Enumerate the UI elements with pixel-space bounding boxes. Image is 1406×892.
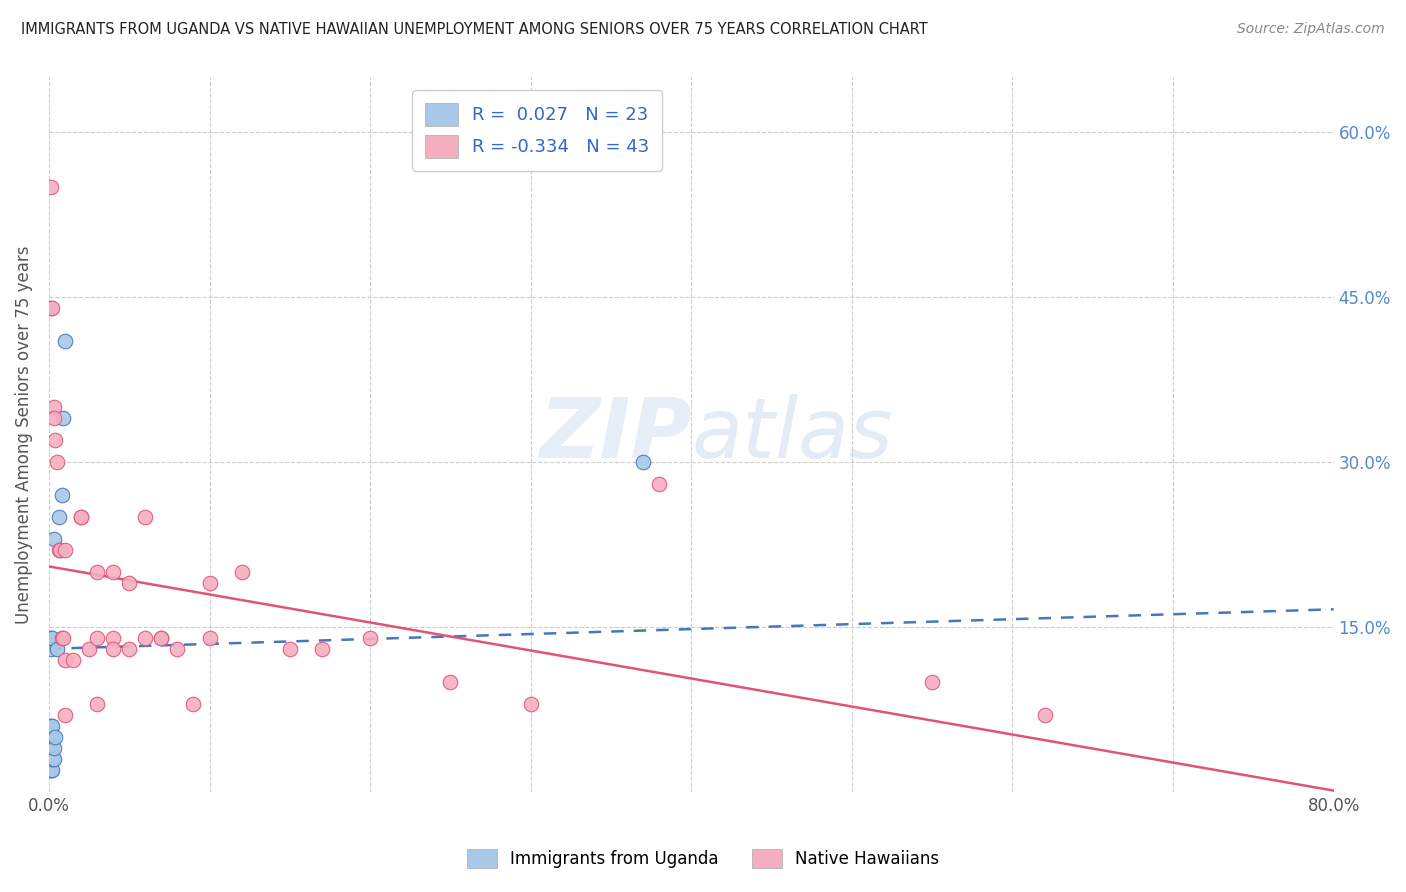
Point	[51, 631, 73, 645]
Point	[278, 641, 301, 656]
Text: ZIP: ZIP	[538, 394, 692, 475]
Point	[48, 510, 70, 524]
Point	[519, 697, 541, 711]
Point	[39, 631, 62, 645]
Point	[198, 631, 221, 645]
Point	[86, 631, 108, 645]
Point	[198, 575, 221, 590]
Point	[134, 510, 156, 524]
Point	[53, 334, 76, 348]
Legend: Immigrants from Uganda, Native Hawaiians: Immigrants from Uganda, Native Hawaiians	[460, 842, 946, 875]
Point	[103, 565, 125, 579]
Point	[41, 730, 63, 744]
Point	[183, 697, 205, 711]
Point	[41, 719, 63, 733]
Point	[231, 565, 253, 579]
Point	[48, 543, 70, 558]
Point	[439, 674, 461, 689]
Point	[166, 641, 188, 656]
Point	[39, 180, 62, 194]
Point	[41, 763, 63, 777]
Point	[42, 532, 65, 546]
Point	[1033, 707, 1056, 722]
Point	[311, 641, 333, 656]
Point	[53, 707, 76, 722]
Point	[134, 631, 156, 645]
Point	[86, 565, 108, 579]
Legend: R =  0.027   N = 23, R = -0.334   N = 43: R = 0.027 N = 23, R = -0.334 N = 43	[412, 90, 662, 170]
Point	[44, 433, 66, 447]
Point	[39, 763, 62, 777]
Point	[631, 455, 654, 469]
Point	[359, 631, 381, 645]
Point	[52, 411, 75, 425]
Point	[44, 730, 66, 744]
Point	[150, 631, 173, 645]
Point	[53, 653, 76, 667]
Point	[42, 740, 65, 755]
Point	[648, 477, 671, 491]
Point	[921, 674, 943, 689]
Point	[41, 631, 63, 645]
Point	[86, 697, 108, 711]
Point	[62, 653, 84, 667]
Point	[42, 400, 65, 414]
Point	[150, 631, 173, 645]
Point	[39, 763, 62, 777]
Point	[39, 719, 62, 733]
Point	[118, 641, 141, 656]
Point	[46, 455, 69, 469]
Point	[46, 641, 69, 656]
Point	[52, 631, 75, 645]
Point	[53, 543, 76, 558]
Point	[70, 510, 93, 524]
Text: atlas: atlas	[692, 394, 893, 475]
Point	[42, 411, 65, 425]
Text: IMMIGRANTS FROM UGANDA VS NATIVE HAWAIIAN UNEMPLOYMENT AMONG SENIORS OVER 75 YEA: IMMIGRANTS FROM UGANDA VS NATIVE HAWAIIA…	[21, 22, 928, 37]
Point	[103, 641, 125, 656]
Text: Source: ZipAtlas.com: Source: ZipAtlas.com	[1237, 22, 1385, 37]
Point	[70, 510, 93, 524]
Point	[39, 641, 62, 656]
Point	[41, 301, 63, 316]
Point	[103, 631, 125, 645]
Point	[39, 752, 62, 766]
Point	[39, 740, 62, 755]
Point	[41, 752, 63, 766]
Point	[118, 575, 141, 590]
Point	[49, 543, 72, 558]
Point	[42, 752, 65, 766]
Point	[51, 488, 73, 502]
Point	[39, 730, 62, 744]
Y-axis label: Unemployment Among Seniors over 75 years: Unemployment Among Seniors over 75 years	[15, 245, 32, 624]
Point	[39, 301, 62, 316]
Point	[77, 641, 100, 656]
